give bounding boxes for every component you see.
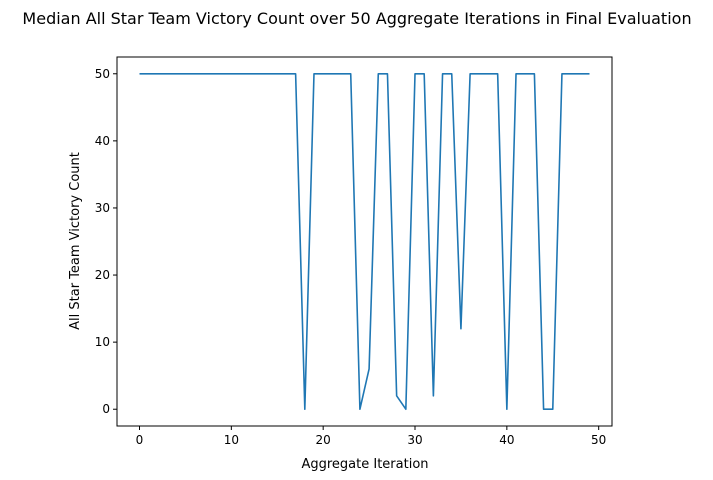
x-tick-label: 10 (224, 433, 239, 447)
y-tick-label: 0 (102, 402, 110, 416)
y-axis: 0 10 20 30 40 50 (95, 67, 117, 416)
plot-area: 0 10 20 30 40 50 0 10 20 30 40 50 (95, 56, 613, 447)
y-tick-label: 50 (95, 67, 110, 81)
x-tick-label: 40 (499, 433, 514, 447)
x-tick-label: 50 (591, 433, 606, 447)
x-tick-label: 20 (316, 433, 331, 447)
x-axis: 0 10 20 30 40 50 (136, 426, 606, 447)
x-axis-label: Aggregate Iteration (301, 457, 428, 472)
plot-frame (116, 56, 613, 427)
y-axis-label: All Star Team Victory Count (68, 152, 83, 330)
x-tick-label: 0 (136, 433, 144, 447)
y-tick-label: 10 (95, 335, 110, 349)
series-line (139, 72, 590, 411)
chart-title: Median All Star Team Victory Count over … (22, 9, 691, 28)
y-tick-label: 40 (95, 134, 110, 148)
series-lines (139, 72, 590, 411)
x-tick-label: 30 (407, 433, 422, 447)
y-tick-label: 20 (95, 268, 110, 282)
y-tick-label: 30 (95, 201, 110, 215)
